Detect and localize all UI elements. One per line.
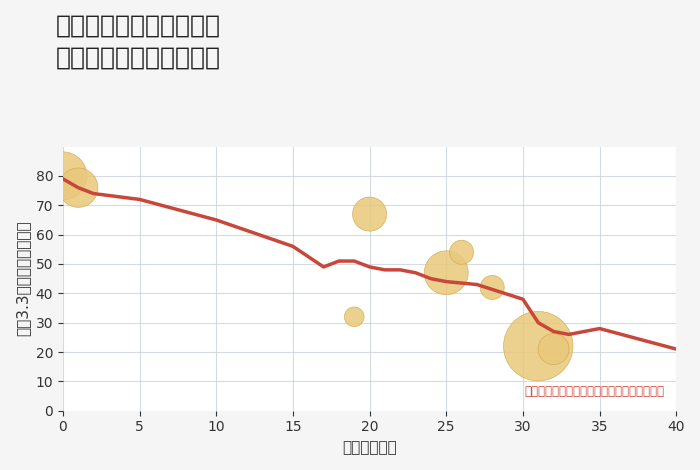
Point: [364, 211, 375, 218]
Point: [349, 313, 360, 321]
Point: [548, 345, 559, 353]
Point: [57, 172, 69, 180]
Point: [533, 343, 544, 350]
X-axis label: 築年数（年）: 築年数（年）: [342, 440, 397, 455]
Text: 円の大きさは、取引のあった物件面積を示す: 円の大きさは、取引のあった物件面積を示す: [524, 384, 664, 398]
Y-axis label: 坪（3.3㎡）単価（万円）: 坪（3.3㎡）単価（万円）: [15, 221, 30, 337]
Point: [456, 249, 467, 256]
Point: [73, 184, 84, 191]
Point: [486, 284, 498, 291]
Point: [440, 269, 452, 276]
Text: 神奈川県秦野市春日町の
築年数別中古戸建て価格: 神奈川県秦野市春日町の 築年数別中古戸建て価格: [56, 14, 221, 70]
